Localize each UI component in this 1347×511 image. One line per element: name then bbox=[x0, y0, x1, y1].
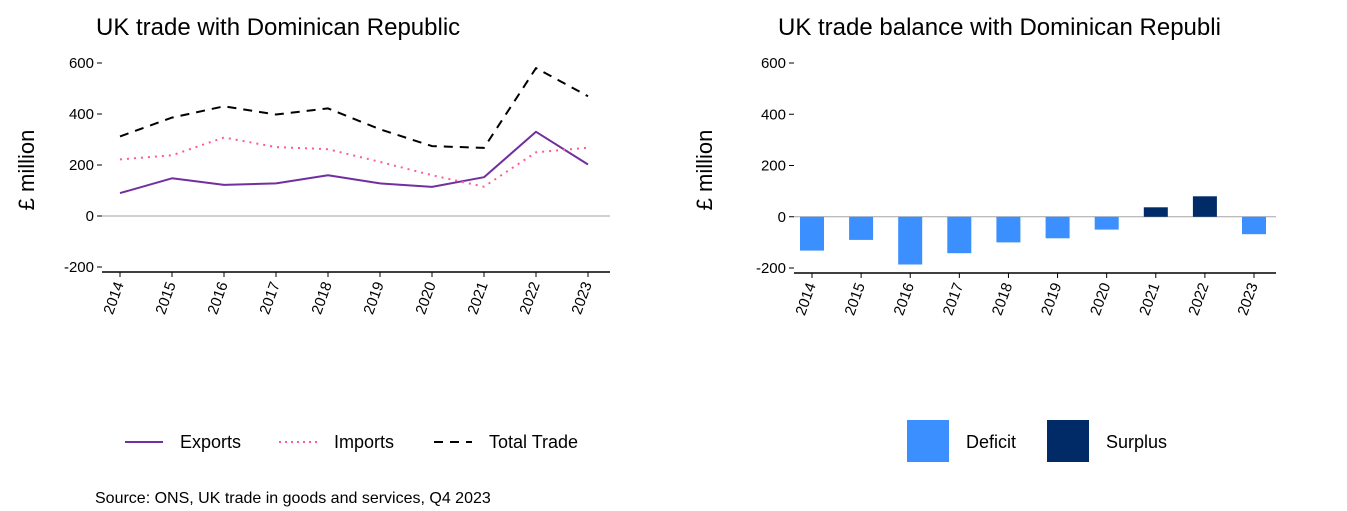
series-line-total-trade bbox=[119, 67, 589, 149]
bar-chart-xtick-label: 2021 bbox=[1136, 281, 1163, 318]
bar-chart-title: UK trade balance with Dominican Republi bbox=[778, 14, 1221, 41]
line-chart-title: UK trade with Dominican Republic bbox=[96, 14, 460, 41]
line-chart-xtick-label: 2022 bbox=[516, 280, 543, 317]
series-line-exports bbox=[119, 130, 589, 195]
bar-chart-xtick-label: 2018 bbox=[989, 281, 1016, 318]
line-chart-xtick-label: 2018 bbox=[308, 280, 335, 317]
bar-2015 bbox=[849, 216, 874, 240]
bar-chart-xtick-label: 2020 bbox=[1087, 281, 1114, 318]
bar-2020 bbox=[1094, 216, 1119, 230]
bar-2023 bbox=[1242, 216, 1266, 235]
bar-chart-xtick-label: 2015 bbox=[841, 281, 868, 318]
bar-chart-xtick-label: 2022 bbox=[1185, 281, 1212, 318]
bar-2018 bbox=[996, 216, 1021, 243]
bar-2014 bbox=[800, 216, 824, 251]
legend-key-surplus bbox=[1047, 420, 1089, 462]
bar-chart-ytick-label: 0 bbox=[778, 209, 786, 226]
source-note: Source: ONS, UK trade in goods and servi… bbox=[95, 490, 491, 507]
legend-label-deficit: Deficit bbox=[966, 432, 1016, 452]
line-chart-xtick-label: 2016 bbox=[204, 280, 231, 317]
line-chart-panel: UK trade with Dominican Republic £ milli… bbox=[14, 14, 610, 452]
bar-chart-ytick-label: -200 bbox=[756, 260, 786, 277]
line-chart-xtick-label: 2014 bbox=[100, 280, 127, 317]
line-chart-ytick-label: 600 bbox=[69, 55, 94, 72]
line-chart-ytick-label: 200 bbox=[69, 157, 94, 174]
line-chart-legend: Exports Imports Total Trade bbox=[125, 432, 578, 452]
bar-2022 bbox=[1192, 196, 1217, 217]
bar-chart-xtick-label: 2019 bbox=[1038, 281, 1065, 318]
bar-chart-ytick-label: 200 bbox=[761, 158, 786, 175]
line-chart-xtick-label: 2019 bbox=[360, 280, 387, 317]
line-chart-ylabel: £ million bbox=[14, 130, 39, 211]
legend-label-surplus: Surplus bbox=[1106, 432, 1167, 452]
line-chart-xtick-label: 2023 bbox=[568, 280, 595, 317]
line-chart-xtick-label: 2021 bbox=[464, 280, 491, 317]
bar-chart-xtick-label: 2014 bbox=[792, 281, 819, 318]
bar-chart-xtick-label: 2016 bbox=[891, 281, 918, 318]
series-line-imports bbox=[119, 136, 589, 188]
bar-2019 bbox=[1045, 216, 1070, 239]
bar-chart-ytick-label: 400 bbox=[761, 106, 786, 123]
legend-label-exports: Exports bbox=[180, 432, 241, 452]
line-chart-xtick-label: 2020 bbox=[412, 280, 439, 317]
bar-chart-xtick-label: 2017 bbox=[940, 281, 967, 318]
legend-key-deficit bbox=[907, 420, 949, 462]
bar-chart-plot-area: 600 400 200 0 -200 2014 2015 2016 2017 2018 2019 20… bbox=[756, 55, 1276, 318]
bar-2016 bbox=[898, 216, 923, 265]
line-chart-ytick-label: -200 bbox=[64, 259, 94, 276]
line-chart-xtick-label: 2017 bbox=[256, 280, 283, 317]
legend-label-total-trade: Total Trade bbox=[489, 432, 578, 452]
bar-2021 bbox=[1143, 207, 1168, 217]
bar-chart-legend: Deficit Surplus bbox=[907, 420, 1167, 462]
bar-chart-panel: UK trade balance with Dominican Republi … bbox=[692, 14, 1276, 462]
bar-chart-ytick-label: 600 bbox=[761, 55, 786, 72]
line-chart-xtick-label: 2015 bbox=[152, 280, 179, 317]
line-chart-ytick-label: 400 bbox=[69, 106, 94, 123]
bar-chart-xtick-label: 2023 bbox=[1234, 281, 1261, 318]
bar-chart-ylabel: £ million bbox=[692, 130, 717, 211]
bar-2017 bbox=[947, 216, 972, 254]
line-chart-plot-area: 600 400 200 0 -200 2014 2015 2016 2017 2018 2019 20… bbox=[64, 55, 610, 317]
line-chart-ytick-label: 0 bbox=[86, 208, 94, 225]
legend-label-imports: Imports bbox=[334, 432, 394, 452]
